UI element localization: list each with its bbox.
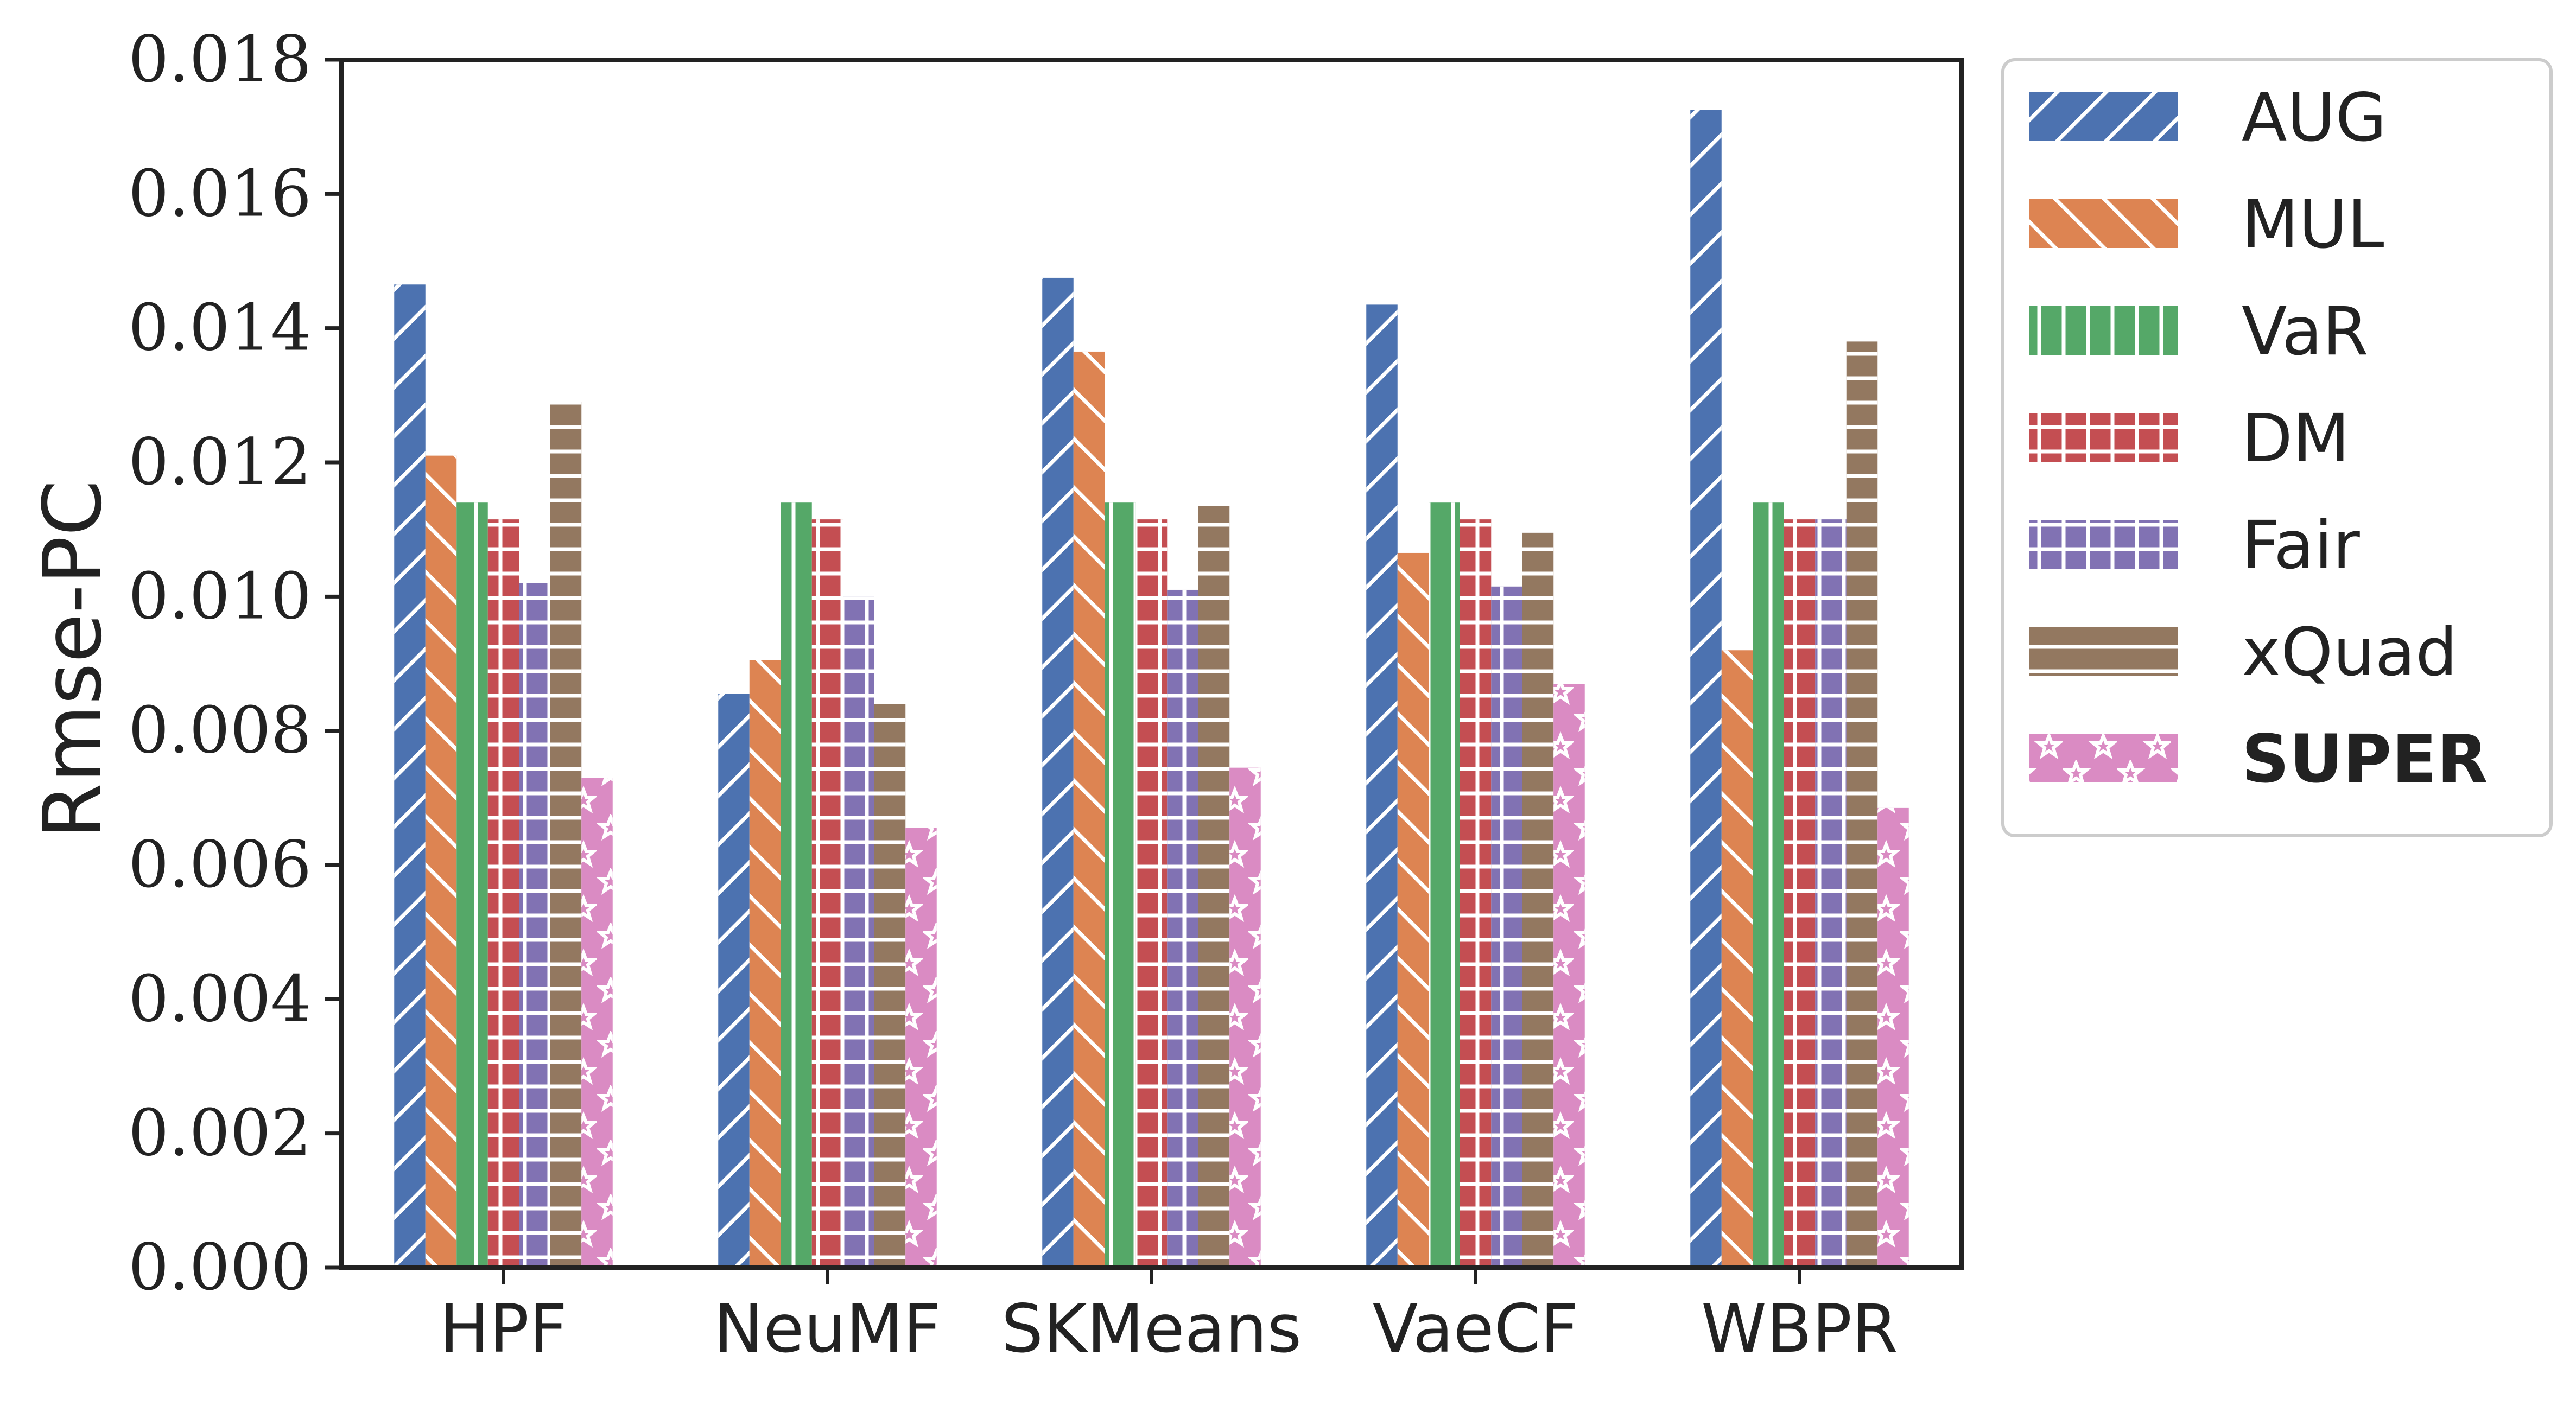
bar-xquad-wbpr-hatch (1846, 341, 1878, 1268)
legend-label-aug: AUG (2242, 79, 2387, 156)
bar-super-skmeans-hatch (1229, 767, 1261, 1268)
bar-var-hpf-hatch (456, 502, 488, 1268)
y-tick-label: 0.000 (128, 1230, 312, 1305)
legend-swatch-hatch-super (2029, 734, 2178, 782)
bar-dm-wbpr-hatch (1784, 519, 1816, 1268)
y-axis-label: Rmse-PC (26, 480, 119, 838)
x-tick-label-wbpr: WBPR (1701, 1290, 1898, 1367)
y-tick-label: 0.010 (128, 558, 312, 633)
bar-mul-skmeans-hatch (1073, 351, 1105, 1268)
bar-var-wbpr-hatch (1753, 502, 1784, 1268)
bar-aug-wbpr-hatch (1690, 110, 1722, 1268)
x-axis-ticks: HPF NeuMF SKMeans VaeCF WBPR (440, 1268, 1898, 1367)
y-tick-label: 0.004 (128, 961, 312, 1036)
bar-xquad-skmeans-hatch (1198, 506, 1230, 1268)
legend-label-var: VaR (2242, 293, 2369, 370)
x-tick-label-hpf: HPF (440, 1290, 567, 1367)
y-tick-label: 0.002 (128, 1096, 312, 1170)
x-tick-label-neumf: NeuMF (714, 1290, 941, 1367)
bar-fair-skmeans-hatch (1167, 589, 1198, 1268)
bar-dm-hpf-hatch (487, 519, 519, 1268)
bar-xquad-hpf-hatch (550, 402, 582, 1268)
bar-var-skmeans-hatch (1105, 502, 1136, 1268)
bar-super-vaecf-hatch (1553, 684, 1585, 1268)
y-tick-label: 0.018 (128, 22, 312, 97)
bar-fair-wbpr-hatch (1815, 519, 1847, 1268)
y-axis-ticks: 0.000 0.002 0.004 0.006 0.008 0.010 0.012 0.014… (128, 22, 341, 1305)
legend-label-fair: Fair (2242, 507, 2361, 584)
legend-label-super: SUPER (2242, 721, 2488, 798)
y-tick-label: 0.008 (128, 693, 312, 768)
legend-swatch-hatch-mul (2029, 199, 2178, 248)
bar-aug-vaecf-hatch (1366, 304, 1398, 1268)
legend-label-mul: MUL (2242, 186, 2384, 263)
legend-swatch-hatch-aug (2029, 92, 2178, 141)
x-tick-label-vaecf: VaeCF (1373, 1290, 1578, 1367)
bar-mul-neumf-hatch (749, 660, 781, 1268)
bar-fair-hpf-hatch (519, 583, 550, 1268)
bar-dm-vaecf-hatch (1460, 519, 1492, 1268)
bar-super-hpf-hatch (581, 778, 613, 1268)
y-tick-label: 0.016 (128, 156, 312, 231)
legend: AUG MUL VaR DM Fair xQuad SUPER (2001, 58, 2553, 837)
bar-super-neumf-hatch (905, 828, 937, 1268)
bar-var-neumf-hatch (781, 502, 812, 1268)
x-tick-label-skmeans: SKMeans (1001, 1290, 1302, 1367)
y-tick-label: 0.012 (128, 424, 312, 499)
legend-swatch-hatch-xquad (2029, 627, 2178, 676)
bar-aug-neumf-hatch (718, 694, 750, 1268)
bar-xquad-vaecf-hatch (1522, 532, 1554, 1268)
plot-frame (339, 58, 1964, 1270)
legend-label-dm: DM (2242, 400, 2350, 477)
bar-series-group (394, 110, 1909, 1268)
bar-mul-hpf-hatch (425, 455, 457, 1268)
legend-swatch-hatch-dm (2029, 413, 2178, 462)
bar-dm-skmeans-hatch (1135, 519, 1168, 1268)
legend-swatch-hatch-fair (2029, 520, 2178, 569)
bar-fair-neumf-hatch (843, 596, 874, 1268)
legend-label-xquad: xQuad (2242, 614, 2458, 691)
bar-aug-hpf-hatch (394, 284, 426, 1268)
bar-aug-skmeans-hatch (1042, 277, 1074, 1268)
legend-swatch-hatch-var (2029, 306, 2178, 355)
bar-var-vaecf-hatch (1429, 502, 1460, 1268)
bar-fair-vaecf-hatch (1491, 586, 1522, 1268)
bar-xquad-neumf-hatch (874, 704, 906, 1268)
bar-mul-wbpr-hatch (1721, 650, 1753, 1268)
bar-super-wbpr-hatch (1877, 807, 1909, 1268)
bar-mul-vaecf-hatch (1397, 552, 1429, 1268)
bar-dm-neumf-hatch (811, 519, 843, 1268)
y-tick-label: 0.006 (128, 827, 312, 902)
y-tick-label: 0.014 (128, 290, 312, 365)
